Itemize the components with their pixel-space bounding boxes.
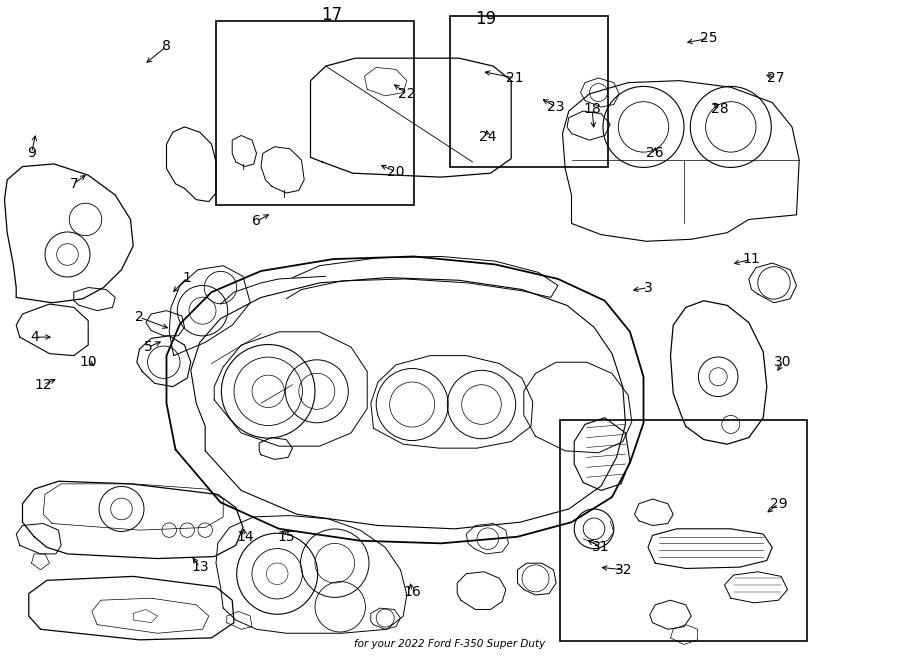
Text: 4: 4: [30, 330, 39, 344]
Bar: [216, 21, 414, 205]
Text: 27: 27: [767, 71, 785, 85]
Text: 25: 25: [700, 31, 718, 46]
Text: 22: 22: [398, 87, 416, 101]
Text: 15: 15: [277, 529, 295, 544]
Text: 3: 3: [644, 280, 652, 295]
Text: 2: 2: [135, 310, 144, 325]
Text: 28: 28: [711, 102, 729, 116]
Text: 11: 11: [742, 252, 760, 266]
Text: 8: 8: [162, 39, 171, 54]
Text: 14: 14: [236, 529, 254, 544]
Text: for your 2022 Ford F-350 Super Duty: for your 2022 Ford F-350 Super Duty: [355, 639, 545, 649]
Text: 6: 6: [252, 214, 261, 229]
Text: 32: 32: [615, 563, 633, 577]
Text: 26: 26: [646, 146, 664, 161]
Text: 31: 31: [592, 540, 610, 555]
Text: 7: 7: [69, 176, 78, 191]
Text: 16: 16: [403, 584, 421, 599]
Text: 29: 29: [770, 496, 788, 511]
Bar: [560, 420, 807, 641]
Text: 17: 17: [320, 5, 342, 24]
Text: 18: 18: [583, 102, 601, 116]
Text: 19: 19: [475, 9, 497, 28]
Text: 13: 13: [191, 560, 209, 574]
Text: 10: 10: [79, 355, 97, 369]
Text: 9: 9: [27, 146, 36, 161]
Text: 23: 23: [547, 100, 565, 114]
Text: 21: 21: [506, 71, 524, 85]
Text: 24: 24: [479, 130, 497, 145]
Text: 20: 20: [387, 165, 405, 179]
Text: 30: 30: [774, 355, 792, 369]
Bar: [450, 16, 608, 167]
Text: 5: 5: [144, 340, 153, 354]
Text: 12: 12: [34, 377, 52, 392]
Text: 1: 1: [183, 270, 192, 285]
